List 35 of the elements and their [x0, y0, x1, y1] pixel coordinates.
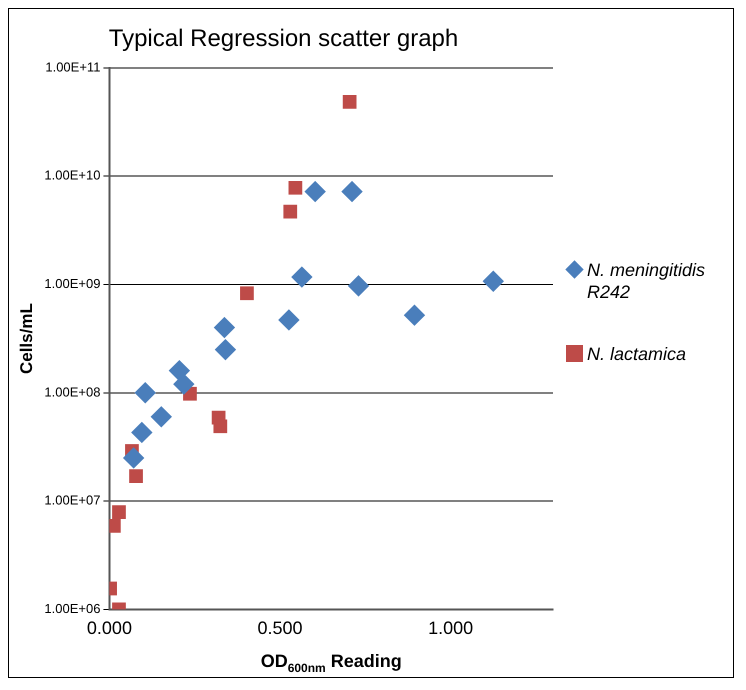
point: [342, 181, 363, 202]
x-tick-label: 1.000: [428, 618, 474, 638]
point: [213, 419, 228, 434]
point: [131, 422, 152, 443]
point: [214, 339, 236, 360]
x-tick-label: 0.500: [258, 618, 303, 638]
y-tick-label: 1.00E+06: [44, 600, 100, 616]
point: [288, 180, 302, 195]
point: [348, 275, 370, 296]
chart-title: Typical Regression scatter graph: [108, 25, 458, 52]
y-tick-label: 1.00E+09: [44, 276, 100, 292]
point: [342, 94, 356, 109]
point: [404, 304, 425, 326]
point: [291, 266, 312, 288]
y-tick-label: 1.00E+10: [44, 168, 100, 183]
y-tick-label: 1.00E+07: [44, 492, 100, 508]
point: [134, 382, 156, 404]
y-axis-title: Cells/mL: [16, 303, 36, 374]
point: [173, 374, 194, 395]
x-tick-label: 0.000: [86, 618, 132, 638]
point: [240, 286, 254, 300]
point: [168, 360, 190, 382]
point: [112, 505, 126, 520]
point: [283, 204, 298, 219]
legend-label: N. lactamica: [587, 343, 686, 365]
y-tick-label: 1.00E+11: [45, 59, 100, 74]
point: [214, 317, 235, 338]
legend-label: N. meningitidis R242: [587, 259, 706, 303]
point: [482, 270, 504, 292]
point: [278, 309, 300, 330]
y-tick-label: 1.00E+08: [44, 384, 100, 400]
point: [129, 469, 143, 483]
point: [304, 181, 326, 202]
point: [150, 406, 172, 428]
point: [123, 447, 144, 468]
